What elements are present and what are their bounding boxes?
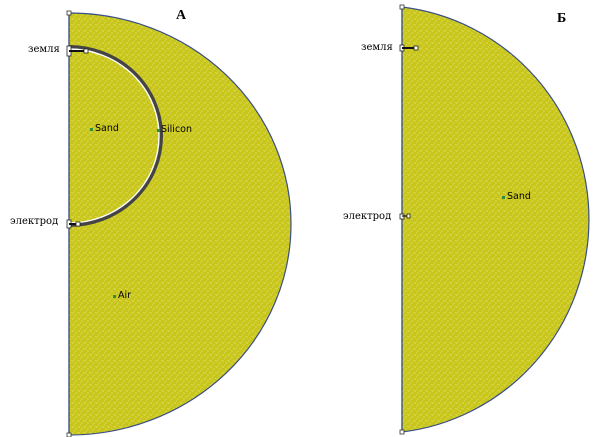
panel-b-electrode[interactable]: [399, 213, 411, 220]
panel-b: Б земля электрод Sand: [343, 4, 590, 435]
panel-a-title: А: [176, 8, 187, 23]
panel-b-title: Б: [557, 11, 566, 26]
panel-a: А земля электрод Sand Silicon: [10, 8, 292, 437]
panel-b-region: [401, 6, 590, 433]
panel-a-air-label: Air: [118, 290, 131, 301]
panel-b-vertex-top[interactable]: [399, 4, 405, 10]
panel-a-sand-marker[interactable]: [90, 128, 93, 131]
panel-a-ground-electrode[interactable]: [66, 45, 89, 57]
panel-a-electrode-label: электрод: [10, 216, 58, 227]
panel-b-ground-electrode[interactable]: [399, 44, 419, 52]
panel-b-sand-label: Sand: [507, 191, 531, 202]
panel-a-air-marker[interactable]: [113, 295, 116, 298]
panel-a-silicon-shell: [68, 45, 163, 227]
panel-b-sand-marker[interactable]: [502, 196, 505, 199]
panel-a-outer-region: [68, 12, 292, 436]
panel-a-vertex-top[interactable]: [66, 10, 72, 16]
panel-a-sand-label: Sand: [95, 123, 119, 134]
panel-a-silicon-marker[interactable]: [157, 129, 160, 132]
panel-a-silicon-label: Silicon: [161, 124, 192, 135]
panel-a-ground-label: земля: [28, 44, 60, 55]
panel-a-electrode[interactable]: [66, 219, 81, 229]
panel-a-vertex-bottom[interactable]: [66, 432, 72, 437]
panel-a-silicon-shell-inner: [68, 48, 160, 224]
panel-b-ground-label: земля: [361, 42, 393, 53]
panel-b-electrode-label: электрод: [343, 211, 391, 222]
panel-b-vertex-bottom[interactable]: [399, 429, 405, 435]
